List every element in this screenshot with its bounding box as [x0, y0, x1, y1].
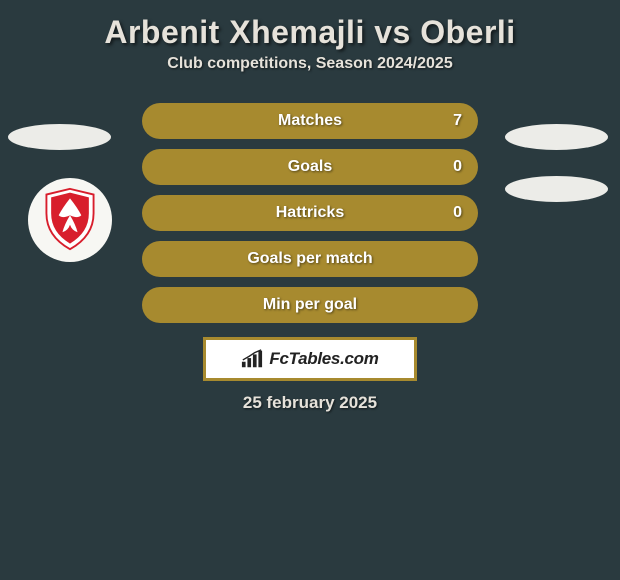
- stat-label: Matches: [142, 112, 478, 130]
- stat-label: Goals per match: [142, 250, 478, 268]
- stats-container: Matches 7 Goals 0 Hattricks 0 Goals per …: [142, 103, 478, 323]
- page-title: Arbenit Xhemajli vs Oberli: [0, 0, 620, 55]
- stat-value: 0: [453, 204, 462, 222]
- placeholder-ellipse-left: [8, 124, 111, 150]
- stat-label: Min per goal: [142, 296, 478, 314]
- stat-row-hattricks: Hattricks 0: [142, 195, 478, 231]
- bar-chart-icon: [241, 349, 263, 369]
- stat-row-goals-per-match: Goals per match: [142, 241, 478, 277]
- stat-value: 7: [453, 112, 462, 130]
- logo-text: FcTables.com: [269, 349, 378, 369]
- stat-row-matches: Matches 7: [142, 103, 478, 139]
- placeholder-ellipse-right-2: [505, 176, 608, 202]
- shield-icon: [41, 187, 99, 253]
- stat-value: 0: [453, 158, 462, 176]
- placeholder-ellipse-right-1: [505, 124, 608, 150]
- subtitle: Club competitions, Season 2024/2025: [0, 55, 620, 73]
- stat-label: Goals: [142, 158, 478, 176]
- fctables-logo[interactable]: FcTables.com: [203, 337, 417, 381]
- club-badge: [28, 178, 112, 262]
- stat-row-min-per-goal: Min per goal: [142, 287, 478, 323]
- stat-row-goals: Goals 0: [142, 149, 478, 185]
- date-label: 25 february 2025: [0, 393, 620, 413]
- stat-label: Hattricks: [142, 204, 478, 222]
